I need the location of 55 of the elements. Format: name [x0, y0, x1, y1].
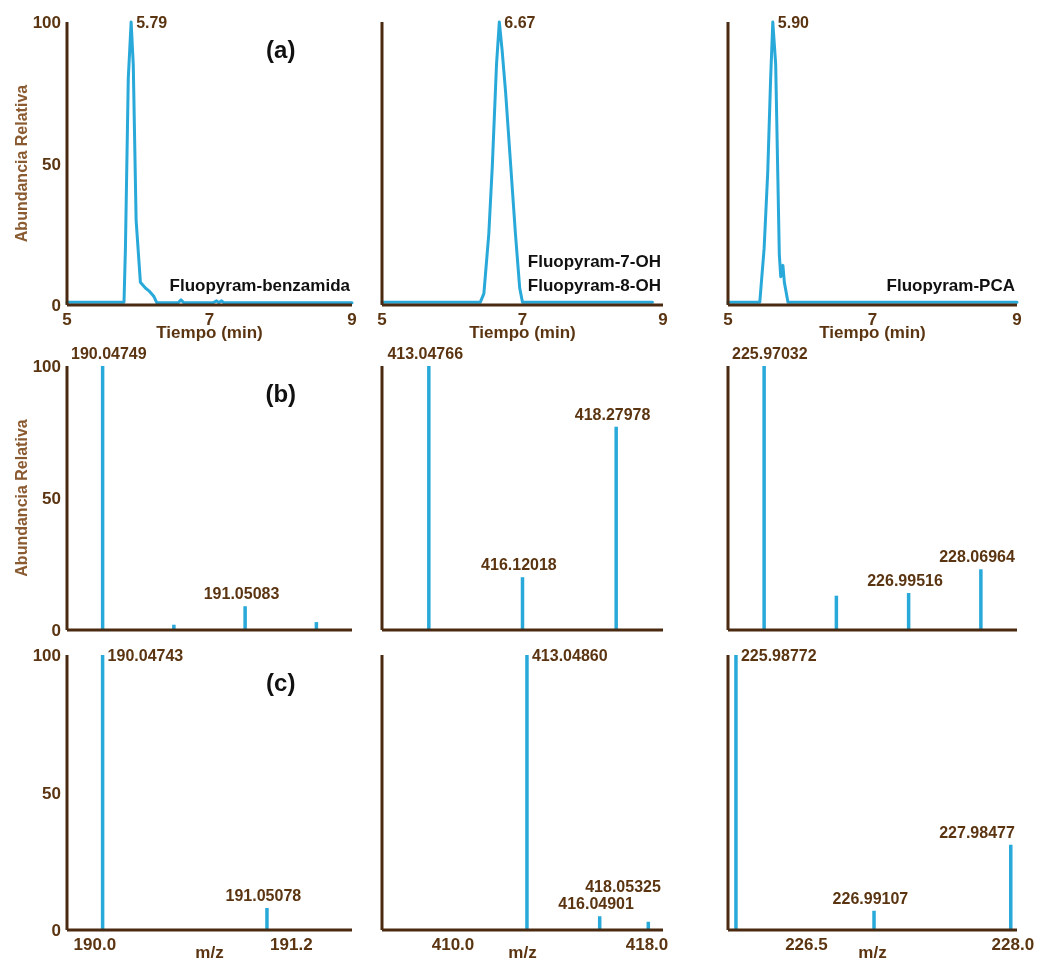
annotation: 413.04766: [387, 345, 464, 362]
y-tick-label: 50: [42, 154, 61, 174]
y-tick-label: 50: [42, 783, 61, 803]
x-axis-title: m/z: [195, 943, 224, 962]
y-tick-label: 50: [42, 489, 61, 508]
y-axis-title: Abundancia Relativa: [13, 419, 30, 577]
bar: [762, 366, 766, 630]
annotation: 6.67: [504, 14, 536, 31]
y-tick-label: 0: [51, 921, 61, 940]
x-tick-label: 9: [1012, 310, 1022, 329]
text: (b): [265, 380, 297, 407]
x-axis-title: m/z: [508, 943, 537, 962]
x-tick-label: 191.2: [270, 935, 313, 954]
text: (c): [266, 669, 296, 696]
annotation: Fluopyram-PCA: [886, 276, 1015, 295]
y-tick-label: 100: [32, 646, 61, 665]
bar: [243, 606, 247, 630]
annotation: 416.12018: [481, 556, 557, 574]
annotation: 190.04743: [107, 647, 184, 664]
x-tick-label: 9: [658, 310, 668, 329]
annotation: 226.99516: [867, 572, 943, 590]
x-tick-label: 190.0: [73, 935, 117, 954]
x-tick-label: 5: [62, 310, 72, 329]
annotation: 228.06964: [939, 548, 1015, 566]
annotation: 413.04860: [531, 647, 608, 664]
annotation: 418.27978: [574, 405, 651, 423]
bar: [979, 569, 983, 630]
x-tick-label: 226.5: [785, 935, 828, 954]
annotation: Fluopyram-7-OH: [527, 252, 661, 271]
y-tick-label: 100: [32, 13, 61, 32]
annotation: 191.05083: [203, 585, 280, 603]
annotation: 418.05325: [585, 878, 661, 896]
text: (a): [266, 36, 296, 63]
y-tick-label: 100: [32, 357, 61, 376]
annotation: Fluopyram-benzamida: [169, 276, 351, 295]
annotation: 416.04901: [558, 895, 635, 913]
annotation: 225.98772: [740, 647, 817, 664]
annotation: 225.97032: [732, 345, 808, 362]
y-tick-label: 0: [51, 621, 61, 640]
x-tick-label: 9: [347, 310, 357, 329]
annotation: 5.90: [777, 14, 810, 31]
x-tick-label: 228.0: [991, 935, 1035, 954]
x-tick-label: 5: [723, 310, 733, 329]
x-tick-label: 410.0: [431, 935, 475, 954]
annotation: 190.04749: [71, 345, 147, 362]
x-tick-label: 418.0: [625, 935, 669, 954]
annotation: 5.79: [136, 14, 168, 31]
y-tick-label: 0: [51, 296, 61, 315]
annotation: 191.05078: [225, 887, 302, 904]
annotation: 226.99107: [832, 889, 909, 907]
x-tick-label: 5: [377, 310, 387, 329]
x-axis-title: m/z: [858, 943, 887, 962]
annotation: Fluopyram-8-OH: [527, 276, 661, 295]
annotation: 227.98477: [939, 823, 1015, 841]
y-axis-title: Abundancia Relativa: [13, 84, 30, 243]
